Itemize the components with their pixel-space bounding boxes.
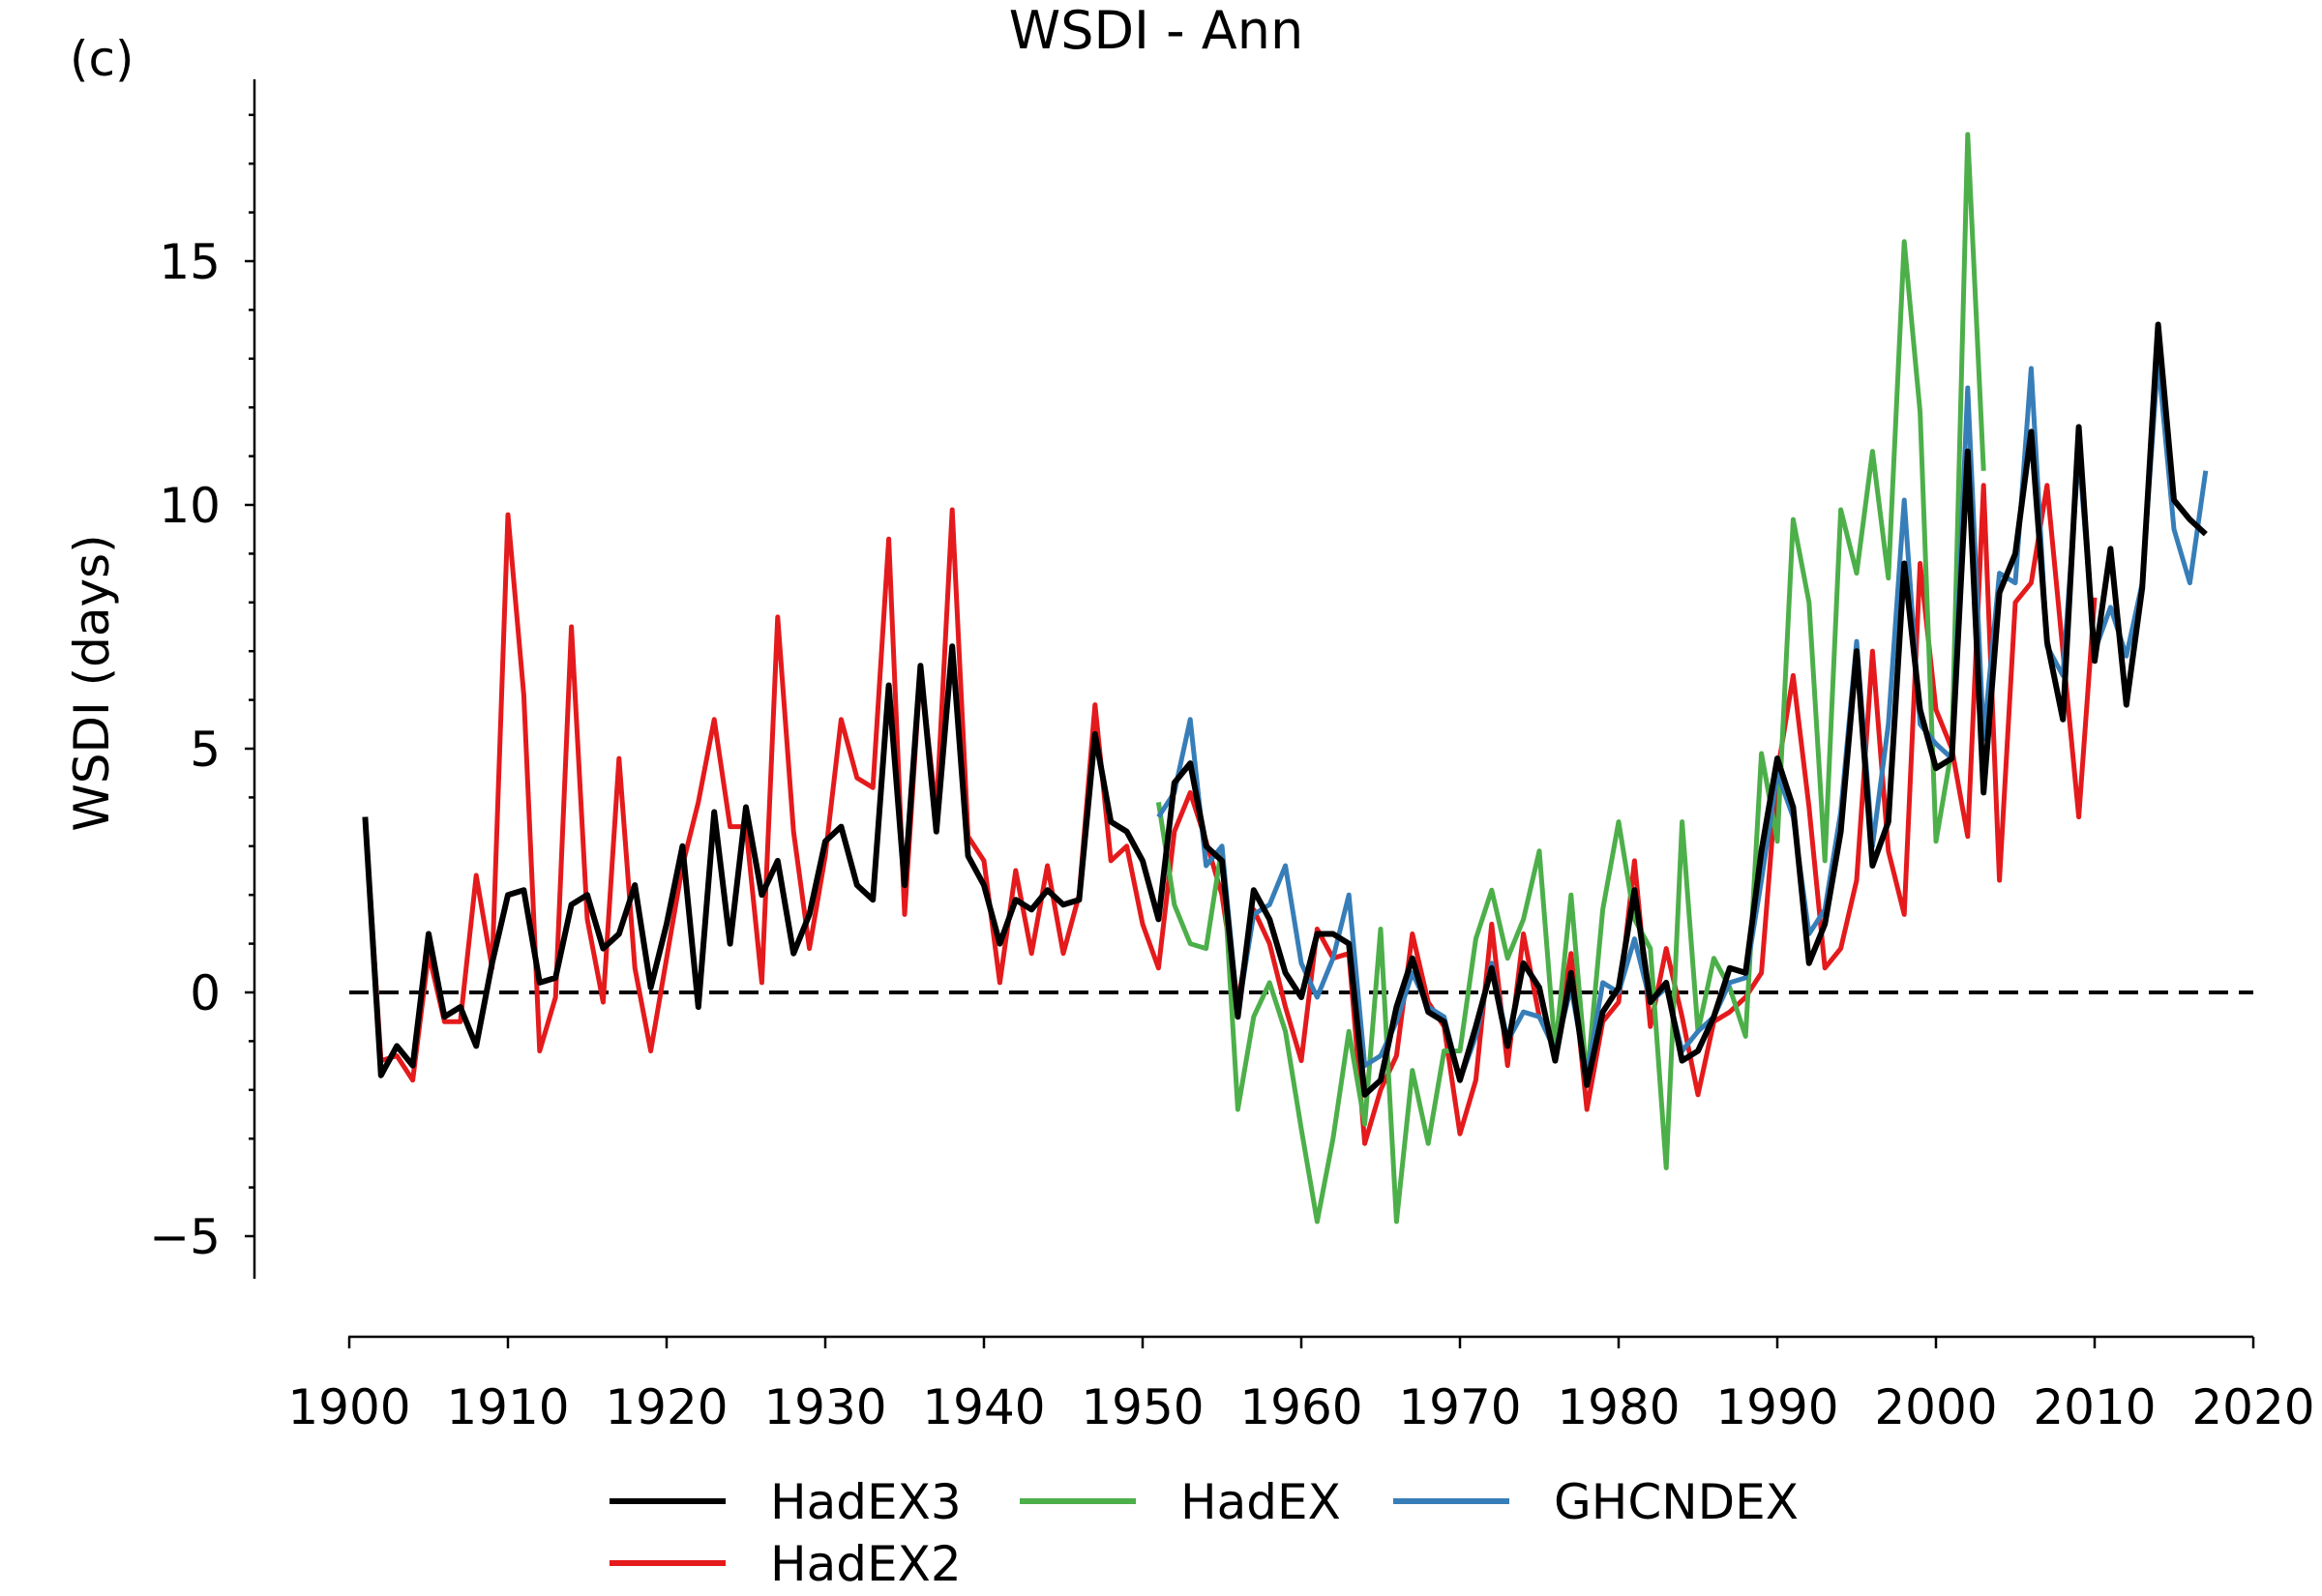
x-tick-label: 2020 — [2191, 1379, 2314, 1435]
series-layer — [362, 132, 2209, 1225]
x-tick-label: 1910 — [446, 1379, 569, 1435]
x-tick-label: 1930 — [763, 1379, 886, 1435]
legend-label-hadex3: HadEX3 — [770, 1474, 962, 1530]
y-tick-label: 15 — [159, 234, 221, 290]
x-tick-label: 2010 — [2033, 1379, 2156, 1435]
x-tick-label: 1970 — [1398, 1379, 1521, 1435]
y-tick-label: 10 — [159, 478, 221, 534]
legend: HadEX3 HadEX GHCNDEX HadEX2 — [610, 1474, 1799, 1592]
chart-title: WSDI - Ann — [1009, 0, 1303, 61]
x-tick-label: 2000 — [1874, 1379, 1997, 1435]
legend-label-hadex2: HadEX2 — [770, 1536, 962, 1592]
x-tick-label: 1920 — [605, 1379, 728, 1435]
y-tick-label: −5 — [149, 1209, 221, 1265]
x-tick-label: 1900 — [287, 1379, 410, 1435]
y-axis-ticks: −5 0 5 10 15 — [149, 113, 254, 1265]
x-tick-label: 1990 — [1715, 1379, 1838, 1435]
x-tick-label: 1960 — [1239, 1379, 1362, 1435]
series-line-hadex3 — [362, 321, 2208, 1098]
panel-label: (c) — [70, 31, 134, 87]
x-tick-label: 1940 — [922, 1379, 1045, 1435]
y-axis-label: WSDI (days) — [64, 534, 120, 831]
y-tick-label: 0 — [190, 965, 221, 1021]
series-line-hadex — [1155, 132, 1986, 1225]
y-tick-label: 5 — [190, 722, 221, 778]
x-tick-label: 1950 — [1081, 1379, 1204, 1435]
legend-label-ghcndex: GHCNDEX — [1554, 1474, 1799, 1530]
x-axis-ticks: 1900 1910 1920 1930 1940 1950 1960 1970 1980 1990… — [287, 1337, 2315, 1435]
x-tick-label: 1980 — [1557, 1379, 1680, 1435]
series-line-ghcndex — [1156, 356, 2209, 1083]
legend-label-hadex: HadEX — [1180, 1474, 1341, 1530]
